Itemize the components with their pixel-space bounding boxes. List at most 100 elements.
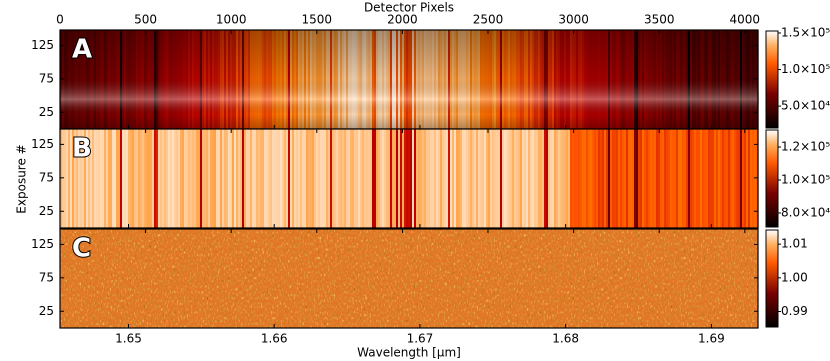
heatmap-column xyxy=(574,129,577,228)
heatmap-column xyxy=(340,129,343,228)
heatmap-column xyxy=(544,129,547,228)
x-tick-label: 1.69 xyxy=(698,332,725,346)
heatmap-column xyxy=(126,129,129,228)
heatmap-column xyxy=(476,129,479,228)
heatmap-column xyxy=(366,129,369,228)
heatmap-column xyxy=(530,129,533,228)
heatmap-column xyxy=(736,129,739,228)
heatmap-column xyxy=(484,129,487,228)
heatmap-column xyxy=(548,129,551,228)
heatmap-column xyxy=(532,129,535,228)
heatmap-column xyxy=(520,129,523,228)
heatmap-noise xyxy=(60,229,758,328)
heatmap-column xyxy=(584,129,587,228)
heatmap-column xyxy=(282,129,285,228)
heatmap-column xyxy=(358,129,361,228)
heatmap-column xyxy=(206,129,209,228)
heatmap-column xyxy=(304,129,307,228)
top-x-tick-label: 1000 xyxy=(216,13,247,27)
heatmap-column xyxy=(752,129,755,228)
heatmap-column xyxy=(394,129,397,228)
heatmap-column xyxy=(376,129,379,228)
heatmap-column xyxy=(178,129,181,228)
heatmap-column xyxy=(588,129,591,228)
heatmap-column xyxy=(334,129,337,228)
heatmap-column xyxy=(180,129,183,228)
heatmap-column xyxy=(266,129,269,228)
heatmap-column xyxy=(122,129,125,228)
heatmap-column xyxy=(202,129,205,228)
heatmap-column xyxy=(300,129,303,228)
heatmap-column xyxy=(140,129,143,228)
heatmap-column xyxy=(212,129,215,228)
x-tick-label: 1.67 xyxy=(407,332,434,346)
heatmap-column xyxy=(230,129,233,228)
heatmap-column xyxy=(132,129,135,228)
heatmap-image xyxy=(60,129,759,228)
heatmap-column xyxy=(292,129,295,228)
heatmap-column xyxy=(454,129,457,228)
heatmap-column xyxy=(558,129,561,228)
colorbar-tick-label: 1.2×10⁵ xyxy=(781,139,830,153)
heatmap-column xyxy=(682,129,685,228)
heatmap-column xyxy=(326,129,329,228)
heatmap-column xyxy=(630,129,633,228)
heatmap-column xyxy=(436,129,439,228)
heatmap-column xyxy=(186,129,189,228)
panel-frame xyxy=(59,128,759,229)
top-x-tick-label: 500 xyxy=(134,13,157,27)
heatmap-column xyxy=(516,129,519,228)
heatmap-column xyxy=(756,129,759,228)
heatmap-column xyxy=(280,129,283,228)
y-tick-label: 25 xyxy=(39,105,54,119)
heatmap-column xyxy=(336,129,339,228)
heatmap-column xyxy=(594,129,597,228)
heatmap-column xyxy=(110,129,113,228)
heatmap-column xyxy=(486,129,489,228)
heatmap-column xyxy=(62,129,65,228)
heatmap-column xyxy=(164,129,167,228)
top-x-tick-label: 3500 xyxy=(644,13,675,27)
heatmap-column xyxy=(68,129,71,228)
heatmap-column xyxy=(258,129,261,228)
heatmap-column xyxy=(580,129,583,228)
heatmap-column xyxy=(480,129,483,228)
heatmap-column xyxy=(624,129,627,228)
heatmap-column xyxy=(232,129,235,228)
heatmap-column xyxy=(274,129,277,228)
heatmap-column xyxy=(278,129,281,228)
heatmap-column xyxy=(750,129,753,228)
heatmap-column xyxy=(176,129,179,228)
heatmap-column xyxy=(684,129,687,228)
heatmap-column xyxy=(128,129,131,228)
heatmap-column xyxy=(540,129,543,228)
heatmap-column xyxy=(414,129,417,228)
heatmap-column xyxy=(620,129,623,228)
colorbar xyxy=(765,129,779,228)
heatmap-column xyxy=(728,129,731,228)
heatmap-column xyxy=(296,129,299,228)
heatmap-column xyxy=(402,129,405,228)
heatmap-column xyxy=(200,129,203,228)
heatmap-column xyxy=(740,129,743,228)
heatmap-column xyxy=(418,129,421,228)
heatmap-column xyxy=(246,129,249,228)
heatmap-column xyxy=(538,129,541,228)
heatmap-column xyxy=(82,129,85,228)
heatmap-column xyxy=(566,129,569,228)
heatmap-column xyxy=(216,129,219,228)
heatmap-column xyxy=(324,129,327,228)
heatmap-column xyxy=(214,129,217,228)
heatmap-column xyxy=(458,129,461,228)
heatmap-column xyxy=(250,129,253,228)
heatmap-column xyxy=(662,129,665,228)
heatmap-column xyxy=(398,129,401,228)
heatmap-column xyxy=(306,129,309,228)
heatmap-column xyxy=(322,129,325,228)
heatmap-column xyxy=(106,129,109,228)
heatmap-column xyxy=(622,129,625,228)
heatmap-column xyxy=(494,129,497,228)
heatmap-column xyxy=(154,129,157,228)
heatmap-image xyxy=(60,229,758,328)
heatmap-column xyxy=(500,129,503,228)
